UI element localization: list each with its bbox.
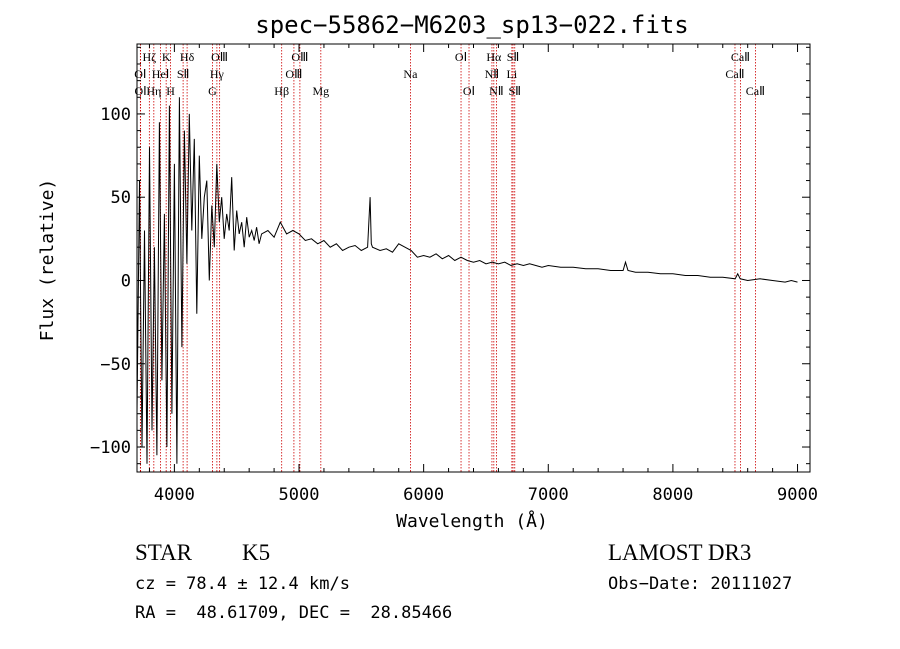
x-axis-ticks: 4000 5000 6000 7000 8000 9000 [148,44,818,505]
marker-label-7: SⅡ [177,67,190,81]
x-tick-label-4000: 4000 [154,485,195,505]
marker-label-18: OⅠ [463,84,475,98]
marker-label-19: NⅡ [485,67,500,81]
observation-date: Obs−Date: 20111027 [608,574,793,594]
marker-label-20: Hα [486,50,502,64]
spectrum-chart: spec−55862−M6203_sp13−022.fits OⅠ OⅠ Hζ Hη H… [37,11,818,532]
redshift-velocity: cz = 78.4 ± 12.4 km/s [135,574,350,594]
spectral-line-markers [139,44,756,472]
marker-label-3: Hη [146,84,161,98]
survey-name: LAMOST DR3 [608,540,752,565]
y-tick-label-3: −50 [100,355,131,375]
marker-label-14: OⅢ [291,50,308,64]
y-tick-label-1: 50 [111,188,131,208]
marker-label-26: CaⅡ [731,50,750,64]
y-tick-label-4: −100 [90,438,131,458]
marker-label-10: Hγ [210,67,225,81]
marker-label-17: OⅠ [455,50,467,64]
marker-label-12: Hβ [274,84,289,98]
marker-label-9: G [208,84,217,98]
y-tick-label-0: 100 [100,105,131,125]
marker-label-6: H [166,84,175,98]
sky-coordinates: RA = 48.61709, DEC = 28.85466 [135,603,453,623]
x-tick-label-6000: 6000 [403,485,444,505]
marker-label-2: Hζ [143,50,157,64]
x-tick-label-7000: 7000 [528,485,569,505]
marker-label-25: CaⅡ [725,67,744,81]
marker-label-16: Na [403,67,418,81]
x-tick-label-9000: 9000 [777,485,818,505]
marker-label-5: K [162,50,171,64]
object-subclass: K5 [242,540,271,565]
plot-frame [136,43,811,473]
marker-label-1: OⅠ [135,84,147,98]
marker-label-22: Li [507,67,518,81]
x-axis-label: Wavelength (Å) [396,510,548,532]
marker-label-8: Hδ [180,50,195,64]
chart-title: spec−55862−M6203_sp13−022.fits [255,11,688,39]
spectral-line-labels: OⅠOⅠHζHηHeⅠKHSⅡHδGHγOⅢHβOⅢOⅢMgNaOⅠOⅠNⅡHα… [134,50,765,98]
marker-label-15: Mg [312,84,329,98]
marker-label-4: HeⅠ [152,67,170,81]
marker-label-21: NⅡ [489,84,504,98]
marker-label-23: SⅡ [507,50,520,64]
marker-label-0: OⅠ [134,67,146,81]
marker-label-13: OⅢ [285,67,302,81]
object-class: STAR [135,540,192,565]
y-axis-label: Flux (relative) [37,179,58,342]
marker-label-27: CaⅡ [746,84,765,98]
y-axis-ticks: 100 50 0 −50 −100 [90,46,810,465]
x-tick-label-5000: 5000 [279,485,320,505]
marker-label-11: OⅢ [211,50,228,64]
x-tick-label-8000: 8000 [652,485,693,505]
flux-series-line [136,97,798,464]
y-tick-label-2: 0 [121,271,131,291]
marker-label-24: SⅡ [508,84,521,98]
